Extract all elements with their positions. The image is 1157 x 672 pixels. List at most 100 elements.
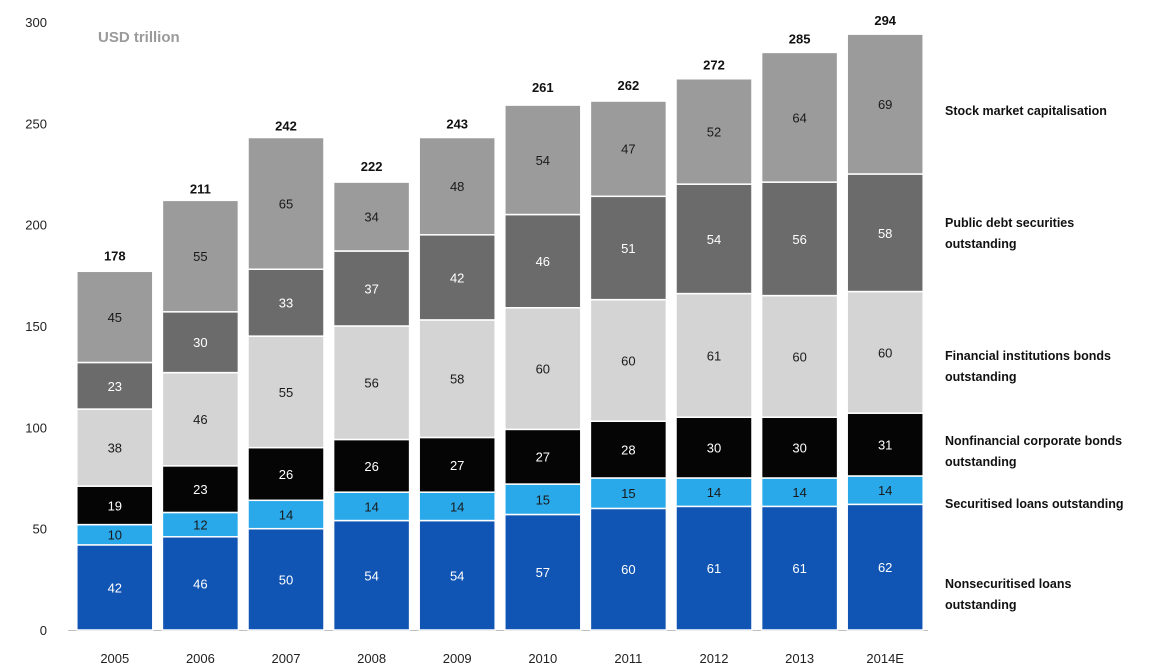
segment-value-label: 27 (450, 458, 464, 473)
bar-segment (247, 499, 325, 530)
x-tick-label: 2006 (186, 651, 215, 666)
total-value-label: 285 (789, 31, 811, 46)
legend-entry: Financial institutions bonds outstanding (945, 349, 1111, 384)
bar-segment (76, 361, 154, 410)
bar-segment (846, 33, 924, 175)
segment-value-label: 42 (108, 580, 122, 595)
segment-value-label: 60 (621, 562, 635, 577)
bar-segment (589, 100, 668, 198)
bar-segment (760, 181, 839, 297)
segment-value-label: 26 (279, 467, 293, 482)
segment-value-label: 15 (621, 486, 635, 501)
segment-value-label: 33 (279, 296, 293, 311)
segment-value-label: 46 (193, 576, 207, 591)
segment-value-label: 12 (193, 518, 207, 533)
bar-segment (161, 511, 240, 538)
bar-segment (418, 436, 496, 493)
segment-value-label: 14 (792, 485, 806, 500)
segment-value-label: 34 (364, 210, 378, 225)
bar-segment (418, 136, 496, 236)
segment-value-label: 65 (279, 196, 293, 211)
x-tick-label: 2009 (443, 651, 472, 666)
x-axis: 2005 2006 2007 2008 2009 2010 2011 2012 2013 2014… (68, 630, 928, 666)
x-tick-label: 2010 (528, 651, 557, 666)
segment-value-label: 56 (364, 376, 378, 391)
segment-value-label: 30 (792, 441, 806, 456)
segment-value-label: 61 (707, 348, 721, 363)
bar-segment (589, 420, 668, 479)
bar-segment (161, 371, 240, 467)
legend-entry: Securitised loans outstanding (945, 497, 1124, 511)
bar-segment (418, 519, 496, 631)
segment-value-label: 60 (878, 345, 892, 360)
x-tick-label: 2005 (100, 651, 129, 666)
total-value-label: 294 (874, 13, 896, 28)
bar-segment (846, 173, 924, 293)
segment-value-label: 46 (193, 412, 207, 427)
x-tick-label: 2012 (700, 651, 729, 666)
bar-segment (760, 477, 839, 508)
legend-entry: Stock market capitalisation (945, 104, 1107, 118)
segment-value-label: 58 (450, 372, 464, 387)
legend: Nonsecuritised loans outstanding Securitis… (945, 104, 1124, 612)
y-tick-label: 300 (25, 15, 47, 30)
segment-value-label: 37 (364, 282, 378, 297)
total-labels: 178 211 242 222 243 261 262 272 285 294 (104, 13, 897, 263)
bar-segment (846, 412, 924, 477)
segment-value-label: 52 (707, 124, 721, 139)
unit-label: USD trillion (98, 29, 180, 46)
segment-value-label: 23 (193, 482, 207, 497)
segment-value-label: 60 (792, 349, 806, 364)
segment-value-label: 55 (193, 249, 207, 264)
segment-value-label: 14 (279, 507, 293, 522)
segment-value-label: 61 (792, 561, 806, 576)
bar-segment (332, 519, 411, 631)
segment-value-label: 27 (536, 450, 550, 465)
y-tick-label: 0 (40, 623, 47, 638)
x-tick-label: 2013 (785, 651, 814, 666)
bar-segment (76, 544, 154, 631)
segment-value-label: 14 (364, 499, 378, 514)
segment-value-label: 54 (450, 568, 464, 583)
segment-value-label: 69 (878, 97, 892, 112)
total-value-label: 211 (190, 181, 211, 196)
total-value-label: 222 (361, 159, 383, 174)
segment-value-label: 45 (108, 310, 122, 325)
legend-entry: Nonsecuritised loans outstanding (945, 577, 1071, 612)
bar-segment (760, 505, 839, 631)
bar-segment (675, 416, 753, 479)
total-value-label: 243 (446, 117, 468, 132)
bar-segment (675, 183, 753, 295)
total-value-label: 178 (104, 248, 126, 263)
segment-value-label: 14 (878, 483, 892, 498)
segment-value-label: 30 (707, 441, 721, 456)
segment-value-label: 54 (707, 232, 721, 247)
total-value-label: 242 (275, 119, 297, 134)
bar-segment (161, 465, 240, 514)
segment-value-label: 47 (621, 142, 635, 157)
segment-value-label: 55 (279, 385, 293, 400)
bar-segment (589, 195, 668, 301)
x-tick-label: 2008 (357, 651, 386, 666)
bars: 42 10 19 38 23 45 46 12 23 46 30 55 50 14 26 55 33 65 54 14… (76, 33, 924, 631)
segment-value-label: 61 (707, 561, 721, 576)
segment-value-label: 38 (108, 441, 122, 456)
bar-segment (846, 290, 924, 414)
bar-segment (504, 213, 582, 309)
segment-value-label: 28 (621, 443, 635, 458)
segment-value-label: 64 (792, 110, 806, 125)
x-tick-label: 2014E (866, 651, 904, 666)
segment-value-label: 23 (108, 379, 122, 394)
segment-value-label: 51 (621, 241, 635, 256)
segment-value-label: 14 (450, 499, 464, 514)
segment-value-label: 48 (450, 179, 464, 194)
bar-segment (589, 477, 668, 510)
segment-value-label: 14 (707, 485, 721, 500)
bar-segment (846, 475, 924, 506)
bar-segment (332, 438, 411, 493)
segment-value-label: 62 (878, 560, 892, 575)
x-tick-label: 2007 (272, 651, 301, 666)
bar-segment (332, 491, 411, 522)
bar-segment (760, 51, 839, 183)
